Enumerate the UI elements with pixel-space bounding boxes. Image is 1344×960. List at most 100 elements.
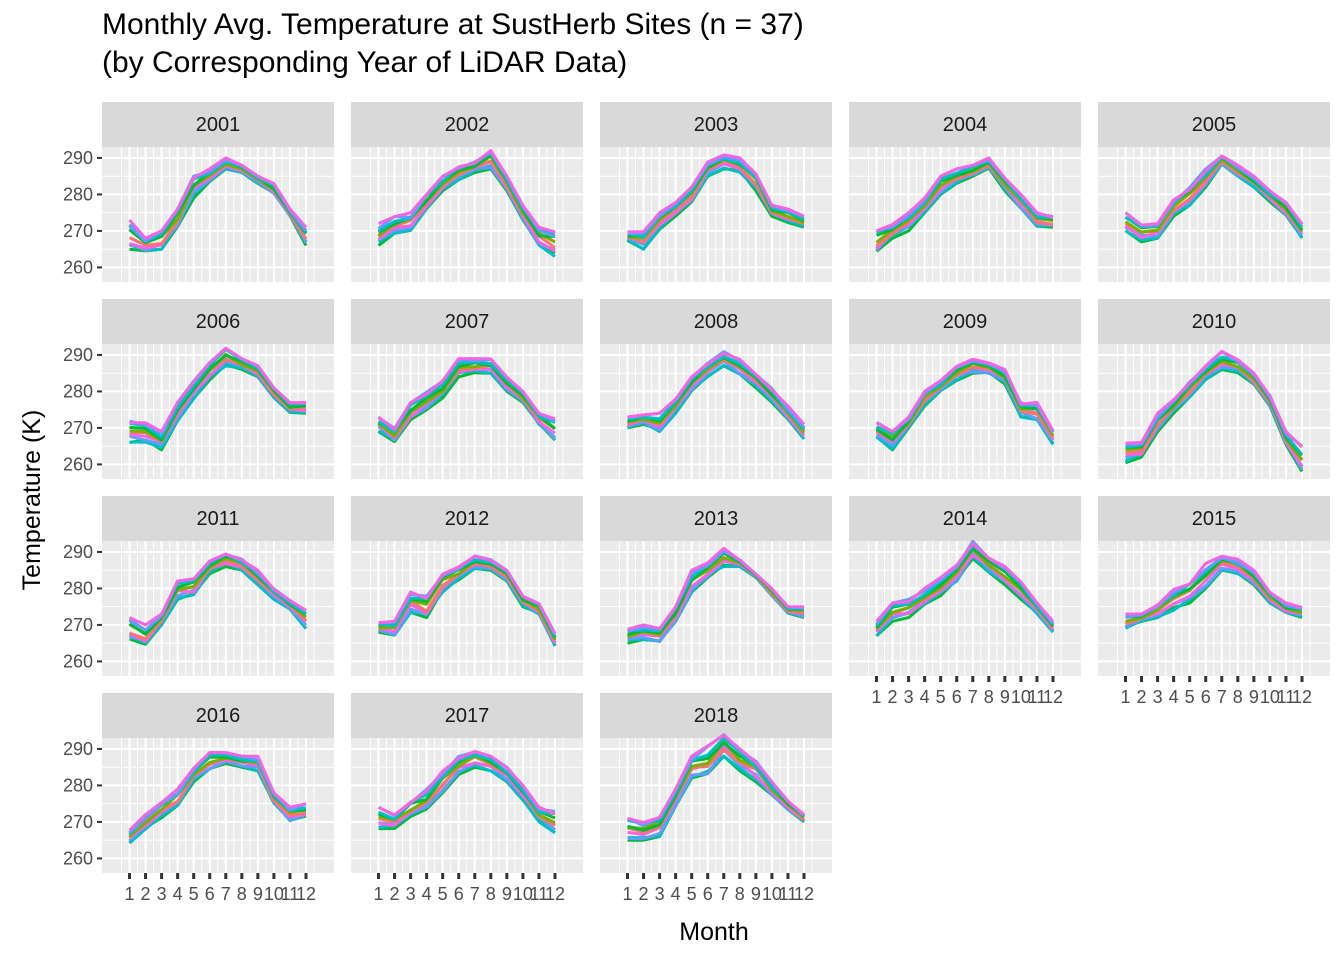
facet-panel-2011: 2011 260 270 280 290 [63, 496, 334, 676]
strip-label-2016: 2016 [196, 705, 241, 727]
y-tick-label: 290 [63, 345, 93, 365]
strip-2001 [102, 102, 334, 147]
strip-label-2005: 2005 [1192, 114, 1237, 136]
x-tick-label: 1 [622, 884, 632, 904]
x-tick-label: 4 [920, 687, 930, 707]
y-tick-label: 270 [63, 812, 93, 832]
strip-label-2012: 2012 [445, 508, 490, 530]
y-tick-label: 260 [63, 848, 93, 868]
strip-2014 [849, 496, 1081, 541]
x-tick-label: 7 [1217, 687, 1227, 707]
facet-panel-2003: 2003 [600, 102, 832, 282]
strip-label-2003: 2003 [694, 114, 739, 136]
strip-2016 [102, 693, 334, 738]
y-tick-label: 270 [63, 221, 93, 241]
series-line [128, 156, 308, 240]
strip-2011 [102, 496, 334, 541]
strip-label-2009: 2009 [943, 311, 988, 333]
x-tick-label: 5 [189, 884, 199, 904]
facet-panel-2007: 2007 [351, 299, 583, 479]
series-line [377, 149, 556, 234]
strip-2018 [600, 693, 832, 738]
x-tick-label: 11 [281, 884, 300, 904]
series-line [875, 542, 1055, 623]
x-tick-label: 1 [373, 884, 383, 904]
strip-2009 [849, 299, 1081, 344]
facet-panel-2006: 2006 260 270 280 290 [63, 299, 334, 479]
chart-title: Monthly Avg. Temperature at SustHerb Sit… [102, 8, 804, 41]
facet-panel-2008: 2008 [600, 299, 832, 479]
facet-panel-2012: 2012 [351, 496, 583, 676]
strip-label-2007: 2007 [445, 311, 490, 333]
x-tick-label: 5 [936, 687, 946, 707]
x-tick-label: 5 [438, 884, 448, 904]
x-tick-label: 2 [639, 884, 649, 904]
x-tick-label: 8 [486, 884, 496, 904]
strip-label-2010: 2010 [1192, 311, 1237, 333]
x-tick-label: 4 [422, 884, 432, 904]
series-line [128, 552, 307, 627]
y-tick-label: 260 [63, 257, 93, 277]
y-tick-label: 280 [63, 775, 93, 795]
series-line [377, 750, 556, 817]
strip-label-2008: 2008 [694, 311, 739, 333]
strip-label-2013: 2013 [694, 508, 739, 530]
facet-panel-2001: 2001 260 270 280 290 [63, 102, 334, 282]
x-tick-label: 4 [1169, 687, 1179, 707]
x-tick-label: 4 [671, 884, 681, 904]
x-axis-title: Month [679, 918, 748, 946]
strip-2017 [351, 693, 583, 738]
strip-2010 [1098, 299, 1330, 344]
y-tick-label: 290 [63, 739, 93, 759]
strip-2013 [600, 496, 832, 541]
x-tick-label: 10 [762, 884, 782, 904]
x-tick-label: 9 [751, 884, 761, 904]
facet-panel-2013: 2013 [600, 496, 832, 676]
series-line [627, 153, 805, 234]
x-tick-label: 11 [1028, 687, 1047, 707]
facet-panel-2005: 2005 [1098, 102, 1330, 282]
strip-2005 [1098, 102, 1330, 147]
strip-2007 [351, 299, 583, 344]
x-tick-label: 1 [1120, 687, 1130, 707]
x-tick-label: 5 [687, 884, 697, 904]
facet-panel-2010: 2010 [1098, 299, 1330, 479]
x-tick-label: 3 [655, 884, 665, 904]
x-tick-label: 11 [779, 884, 798, 904]
series-line [1125, 349, 1304, 449]
strip-2008 [600, 299, 832, 344]
x-tick-label: 8 [984, 687, 994, 707]
x-tick-label: 2 [1137, 687, 1147, 707]
y-tick-label: 260 [63, 454, 93, 474]
x-tick-label: 3 [406, 884, 416, 904]
series-line [128, 751, 307, 832]
x-tick-label: 6 [205, 884, 215, 904]
x-tick-label: 3 [157, 884, 167, 904]
x-tick-label: 8 [735, 884, 745, 904]
strip-label-2018: 2018 [694, 705, 739, 727]
strip-2015 [1098, 496, 1330, 541]
strip-2003 [600, 102, 832, 147]
strip-label-2004: 2004 [943, 114, 988, 136]
x-tick-label: 3 [904, 687, 914, 707]
x-tick-label: 2 [141, 884, 151, 904]
strip-2006 [102, 299, 334, 344]
x-tick-label: 6 [703, 884, 713, 904]
x-tick-label: 10 [264, 884, 284, 904]
chart-subtitle: (by Corresponding Year of LiDAR Data) [102, 46, 628, 79]
x-tick-label: 2 [888, 687, 898, 707]
y-tick-label: 280 [63, 381, 93, 401]
x-tick-label: 10 [1011, 687, 1031, 707]
strip-2004 [849, 102, 1081, 147]
y-tick-label: 260 [63, 651, 93, 671]
y-tick-label: 270 [63, 418, 93, 438]
strip-label-2006: 2006 [196, 311, 241, 333]
x-tick-label: 6 [454, 884, 464, 904]
series-line [1125, 562, 1303, 625]
x-tick-label: 9 [1249, 687, 1259, 707]
x-tick-label: 8 [237, 884, 247, 904]
